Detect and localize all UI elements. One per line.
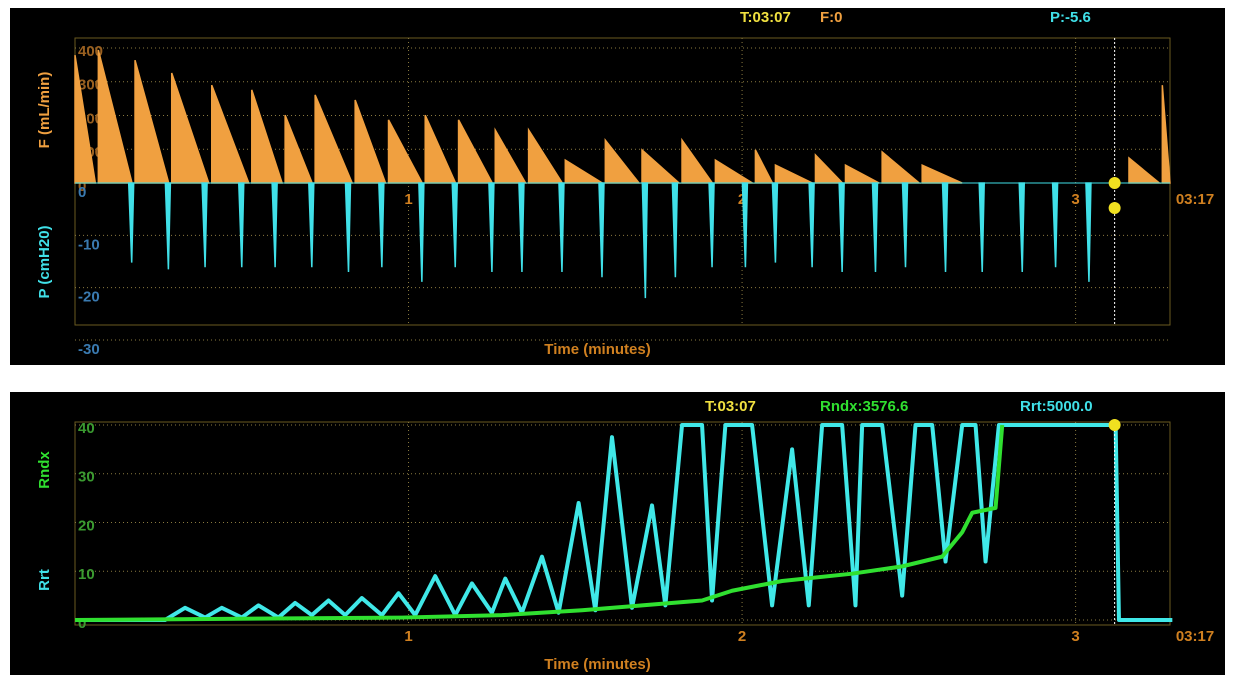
- x-tick-label: 2: [738, 628, 746, 645]
- y-tick-label: 10: [78, 566, 95, 583]
- y-tick-label: 400: [78, 43, 103, 60]
- y-tick-label: 0: [78, 178, 86, 195]
- y2-axis-title: P (cmH20): [36, 225, 53, 298]
- x-tick-label: 03:17: [1176, 191, 1214, 208]
- y-tick-label: 30: [78, 469, 95, 486]
- y-axis-title: Rrt: [36, 569, 53, 591]
- y-tick-label: 20: [78, 517, 95, 534]
- y-tick-label: 40: [78, 420, 95, 437]
- cursor-dot: [1108, 419, 1121, 431]
- y-tick-label: 300: [78, 77, 103, 94]
- y2-tick-label: -20: [78, 289, 100, 306]
- x-axis-title: Time (minutes): [544, 341, 650, 358]
- bottom-panel: [10, 392, 1225, 675]
- readout: T:03:07: [705, 398, 756, 415]
- x-tick-label: 3: [1071, 628, 1079, 645]
- x-tick-label: 3: [1071, 191, 1079, 208]
- readout: P:-5.6: [1050, 9, 1091, 26]
- x-tick-label: 2: [738, 191, 746, 208]
- readout: T:03:07: [740, 9, 791, 26]
- y2-tick-label: -10: [78, 236, 100, 253]
- series-line: [75, 423, 1173, 622]
- x-axis-title: Time (minutes): [544, 656, 650, 673]
- series-line: [74, 424, 1005, 622]
- y-tick-label: 0: [78, 615, 86, 632]
- readout: Rrt:5000.0: [1020, 398, 1093, 415]
- readout: Rndx:3576.6: [820, 398, 908, 415]
- y2-tick-label: -30: [78, 341, 100, 358]
- cursor-dot: [1108, 177, 1121, 189]
- plot-frame: [74, 421, 1171, 626]
- y-axis-title: Rndx: [36, 451, 53, 489]
- x-tick-label: 1: [404, 191, 412, 208]
- x-tick-label: 1: [404, 628, 412, 645]
- cursor-dot: [1108, 202, 1121, 214]
- readout: F:0: [820, 9, 843, 26]
- y2-tick-label: 0: [78, 184, 86, 201]
- y-axis-title: F (mL/min): [36, 72, 53, 149]
- x-tick-label: 03:17: [1176, 628, 1214, 645]
- top-panel: [10, 8, 1225, 365]
